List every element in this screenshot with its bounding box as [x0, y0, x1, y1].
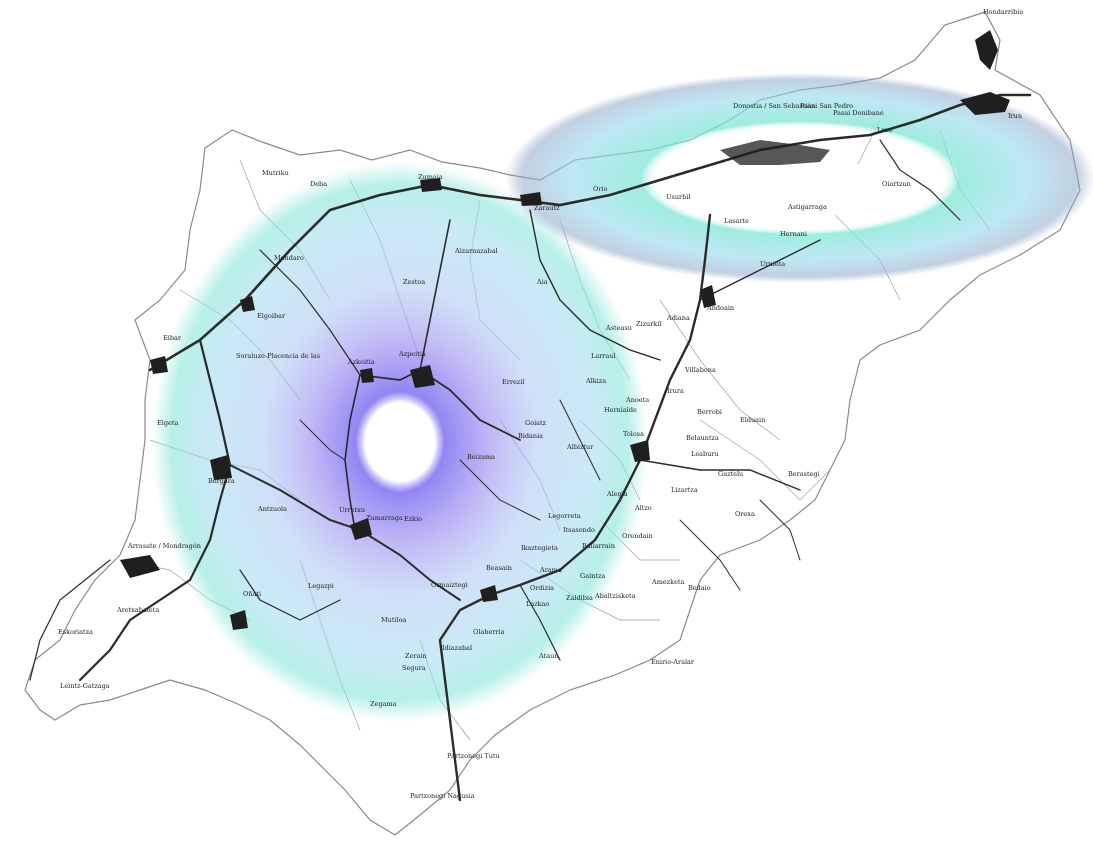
- place-hernani: Hernani: [780, 230, 807, 238]
- place-berastegi: Berastegi: [788, 470, 820, 478]
- place-altzo: Altzo: [634, 504, 652, 512]
- place-irun: Irun: [1008, 112, 1022, 120]
- place-orexa: Orexa: [735, 510, 755, 518]
- place-villabona: Villabona: [684, 366, 716, 374]
- place-zaldibia: Zaldibia: [566, 594, 593, 602]
- place-baliarrain: Baliarrain: [582, 542, 615, 550]
- urban-areas: [120, 30, 1010, 630]
- place-alegia: Alegia: [606, 490, 628, 498]
- place-soraluze: Soraluze-Placencia de las: [236, 352, 320, 360]
- place-eskoriatza: Eskoriatza: [58, 628, 93, 636]
- place-lizartza: Lizartza: [671, 486, 698, 494]
- place-hernialde: Hernialde: [604, 406, 637, 414]
- place-zumaia: Zumaia: [418, 173, 443, 181]
- place-elduain: Elduain: [740, 416, 765, 424]
- place-zumarraga: Zumarraga: [366, 514, 403, 522]
- place-hondarribia: Hondarribia: [983, 8, 1023, 16]
- place-beizama: Beizama: [467, 453, 495, 461]
- place-belauntza: Belauntza: [686, 434, 719, 442]
- place-adiana: Adiana: [666, 314, 690, 322]
- place-aia: Aia: [536, 278, 548, 286]
- place-segura: Segura: [402, 664, 426, 672]
- place-ordizia: Ordizia: [530, 584, 554, 592]
- place-deba: Deba: [310, 180, 327, 188]
- place-mutriku: Mutriku: [262, 169, 289, 177]
- place-itsasondo: Itsasondo: [563, 526, 595, 534]
- place-leintz-gatzaga: Leintz-Gatzaga: [60, 682, 110, 690]
- place-andoain: Andoain: [706, 304, 734, 312]
- place-bidania: Bidania: [518, 432, 543, 440]
- place-zegama: Zegama: [370, 700, 397, 708]
- place-elgoibar: Elgoibar: [257, 312, 286, 320]
- place-parzonegi-tutu: Partzonegi Tutu: [447, 752, 500, 760]
- place-elgeta: Elgeta: [157, 419, 178, 427]
- place-astigarraga: Astigarraga: [787, 203, 827, 211]
- place-azpeitia: Azpeitia: [398, 350, 426, 358]
- place-bedaio: Bedaio: [688, 584, 711, 592]
- place-ezkio: Ezkio: [404, 515, 422, 523]
- east-ring-hole: [720, 160, 900, 216]
- place-beasain: Beasain: [486, 564, 512, 572]
- place-urnieta: Urnieta: [760, 260, 785, 268]
- place-tolosa: Tolosa: [623, 430, 644, 438]
- place-arama: Arama: [539, 566, 562, 574]
- place-onati: Oñati: [243, 590, 261, 598]
- place-bergara: Bergara: [208, 477, 235, 485]
- place-anoeta: Anoeta: [625, 396, 649, 404]
- place-gaztelu: Gaztelu: [718, 470, 743, 478]
- place-leaburu: Leaburu: [691, 450, 719, 458]
- place-amezketa: Amezketa: [651, 578, 685, 586]
- place-goiatz: Goiatz: [525, 419, 547, 427]
- place-mendaro: Mendaro: [274, 254, 304, 262]
- place-irura: Irura: [667, 387, 684, 395]
- place-pasai-donibane: Pasai Donibane: [833, 109, 884, 117]
- place-mutiloa: Mutiloa: [381, 616, 407, 624]
- place-enirio-aralar: Enirio-Aralar: [651, 658, 695, 666]
- place-arrasate: Arrasate / Mondragón: [127, 542, 201, 550]
- place-ikaztegieta: Ikaztegieta: [521, 544, 558, 552]
- place-zerain: Zerain: [405, 652, 427, 660]
- place-gainza: Gaintza: [580, 572, 605, 580]
- place-urretxu: Urretxu: [339, 506, 365, 514]
- place-zizurkil: Zizurkil: [636, 320, 661, 328]
- place-larraul: Larraul: [591, 352, 616, 360]
- place-parzonegi-nagusia: Partzonegi Nagusia: [410, 792, 475, 800]
- place-albiztur: Albiztur: [566, 443, 594, 451]
- place-aizarnazabal: Aizarnazabal: [454, 247, 498, 255]
- place-idiazabal: Idiazabal: [442, 644, 472, 652]
- place-abaltzisketa: Abaltzisketa: [594, 592, 636, 600]
- place-legazpi: Legazpi: [308, 582, 334, 590]
- place-alkiza: Alkiza: [585, 377, 606, 385]
- place-ormaiztegi: Ormaiztegi: [431, 581, 468, 589]
- place-lasarte: Lasarte: [724, 217, 749, 225]
- place-aretxabaleta: Aretxabaleta: [116, 606, 159, 614]
- place-asteasu: Asteasu: [605, 324, 632, 332]
- place-orendain: Orendain: [622, 532, 653, 540]
- place-legorreta: Legorreta: [548, 512, 581, 520]
- place-lezo: Lezo: [877, 126, 893, 134]
- place-zarautz: Zarautz: [534, 204, 560, 212]
- place-antzuola: Antzuola: [257, 505, 287, 513]
- place-azkoitia: Azkoitia: [347, 358, 375, 366]
- place-labels: Hondarribia Irun Donostia / San Sebastiá…: [58, 8, 1023, 800]
- place-eibar: Eibar: [163, 334, 182, 342]
- place-donostia: Donostia / San Sebastián: [733, 102, 815, 110]
- ring-center-hole: [374, 408, 430, 476]
- place-usurbil: Usurbil: [666, 193, 690, 201]
- place-olaberria: Olaberria: [473, 628, 505, 636]
- place-oiartzun: Oiartzun: [882, 180, 911, 188]
- place-zestoa: Zestoa: [403, 278, 425, 286]
- place-ataun: Ataun: [538, 652, 558, 660]
- place-pasai-san-pedro: Pasai San Pedro: [800, 102, 853, 110]
- place-orio: Orio: [593, 185, 608, 193]
- place-berrobi: Berrobi: [697, 408, 722, 416]
- place-lazkao: Lazkao: [526, 600, 549, 608]
- place-errezil: Errezil: [502, 378, 524, 386]
